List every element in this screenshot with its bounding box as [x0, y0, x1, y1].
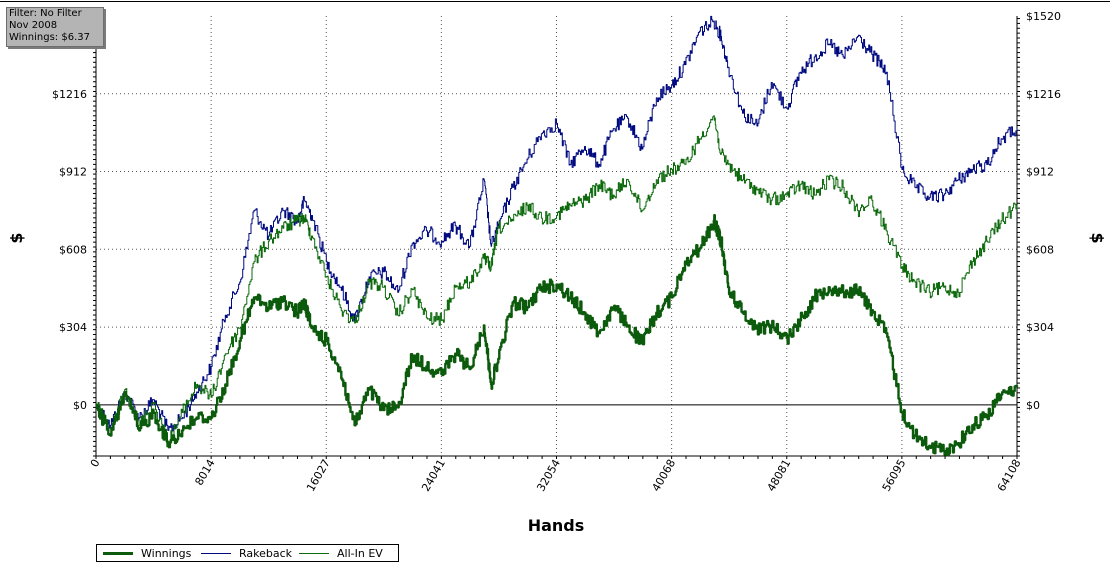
series-lines: [95, 15, 1019, 457]
x-tick-label: 24041: [419, 457, 448, 494]
x-tick-label: 40068: [649, 457, 678, 494]
winnings-text: Winnings: $6.37: [9, 32, 90, 43]
filter-text: Filter: No Filter: [9, 8, 82, 19]
y-tick-label-right: $608: [1026, 243, 1054, 256]
y-tick-label-right: $1216: [1026, 88, 1061, 101]
x-axis-label: Hands: [528, 516, 585, 535]
y-tick-label-right: $0: [1026, 399, 1040, 412]
series-allin-ev: [96, 115, 1018, 448]
x-tick-label: 56095: [880, 457, 909, 494]
grid: [96, 16, 1017, 456]
legend-label-allin-ev: All-In EV: [337, 547, 383, 560]
x-tick-label: 0: [88, 457, 103, 470]
x-tick-label: 8014: [192, 457, 217, 488]
y-tick-label-right: $1520: [1026, 10, 1061, 23]
x-tick-label: 48081: [765, 457, 794, 494]
series-rakeback: [96, 15, 1018, 432]
y-axis-label-right: $: [1088, 232, 1107, 243]
axes: [93, 16, 1020, 459]
y-tick-label-left: $304: [59, 321, 87, 334]
info-box: Filter: No Filter Nov 2008 Winnings: $6.…: [6, 7, 104, 47]
x-tick-label: 32054: [534, 457, 563, 494]
date-text: Nov 2008: [9, 20, 58, 31]
legend-swatch-winnings: [103, 552, 133, 555]
y-axis-label-left: $: [7, 232, 26, 243]
y-tick-label-right: $304: [1026, 321, 1054, 334]
series-winnings: [95, 214, 1019, 457]
legend-swatch-rakeback: [201, 553, 231, 554]
y-tick-label-right: $912: [1026, 166, 1054, 179]
legend-label-rakeback: Rakeback: [239, 547, 293, 560]
legend: Winnings Rakeback All-In EV: [96, 544, 399, 562]
y-tick-label-left: $1216: [52, 88, 87, 101]
y-tick-label-left: $912: [59, 166, 87, 179]
y-tick-label-left: $608: [59, 243, 87, 256]
y-tick-label-left: $0: [73, 399, 87, 412]
legend-label-winnings: Winnings: [141, 547, 192, 560]
x-tick-label: 64108: [995, 457, 1024, 494]
x-tick-label: 16027: [304, 457, 333, 494]
legend-swatch-allin-ev: [299, 553, 329, 554]
